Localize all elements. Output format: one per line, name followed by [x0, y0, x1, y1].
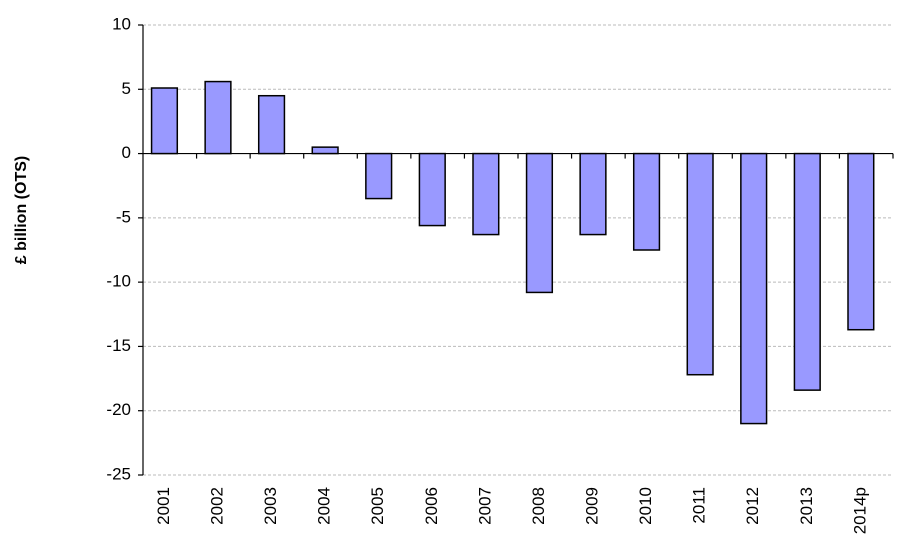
- x-tick-label: 2013: [797, 487, 816, 525]
- x-tick-label: 2001: [154, 487, 173, 525]
- bar: [311, 146, 339, 155]
- x-tick-label: 2012: [743, 487, 762, 525]
- x-tick-label: 2009: [582, 487, 601, 525]
- bar: [740, 152, 768, 425]
- bar: [472, 152, 500, 236]
- y-tick-label: -10: [106, 272, 131, 291]
- x-tick-label: 2002: [207, 487, 226, 525]
- y-tick-label: -25: [106, 464, 131, 483]
- x-tick-label: 2010: [636, 487, 655, 525]
- bar: [793, 152, 821, 391]
- x-tick-label: 2011: [690, 487, 709, 524]
- bar: [150, 87, 179, 155]
- bar: [365, 152, 393, 200]
- y-tick-label: -15: [106, 336, 131, 355]
- y-tick-label: -20: [106, 400, 131, 419]
- bar: [204, 80, 232, 155]
- bar: [847, 152, 875, 331]
- x-tick-label: 2004: [315, 487, 334, 525]
- bar: [632, 152, 661, 251]
- y-axis-label: £ billion (OTS): [13, 156, 30, 264]
- y-tick-label: 5: [122, 79, 131, 98]
- y-tick-label: 0: [122, 143, 131, 162]
- y-tick-label: -5: [116, 207, 131, 226]
- x-tick-label: 2005: [368, 487, 387, 525]
- x-tick-label: 2014p: [850, 487, 869, 534]
- x-tick-label: 2003: [261, 487, 280, 525]
- x-tick-label: 2006: [422, 487, 441, 525]
- bar: [686, 152, 714, 376]
- bar: [257, 94, 286, 155]
- bar: [525, 152, 554, 294]
- x-tick-label: 2008: [529, 487, 548, 525]
- bar: [418, 152, 446, 227]
- y-tick-label: 10: [112, 14, 131, 33]
- x-tick-label: 2007: [475, 487, 494, 525]
- bar: [579, 152, 607, 236]
